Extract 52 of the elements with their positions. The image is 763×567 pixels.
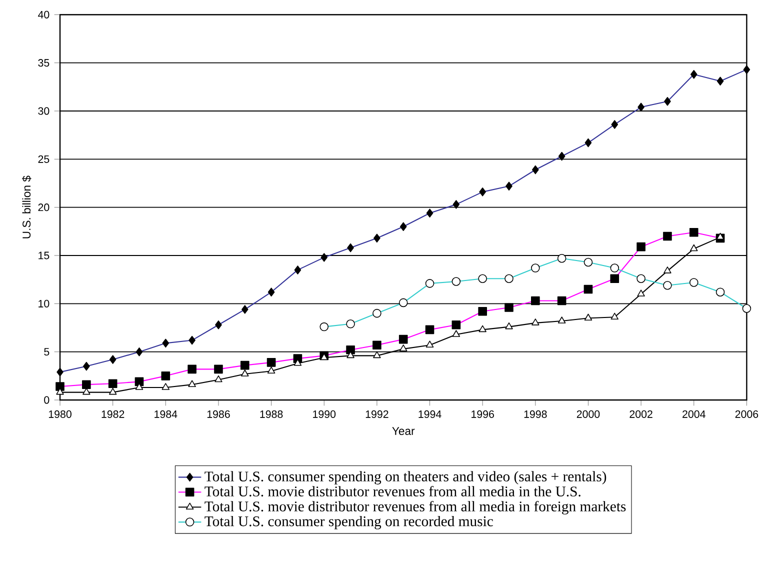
x-axis-title: Year: [392, 427, 415, 436]
point: [162, 383, 170, 390]
point: [637, 290, 645, 297]
point: [294, 359, 302, 366]
point: [505, 322, 513, 330]
legend-label: Total U.S. movie distributor revenues from all media in foreign markets: [204, 501, 626, 515]
y-tick-label: 5: [44, 348, 50, 356]
x-tick-label: 1988: [260, 410, 283, 418]
y-tick-label: 30: [38, 107, 50, 115]
point: [82, 388, 90, 395]
y-tick-label: 15: [38, 252, 50, 260]
legend-label: Total U.S. consumer spending on theaters and video (sales + rentals): [204, 471, 606, 485]
x-tick-label: 2000: [576, 410, 600, 418]
point: [558, 316, 566, 324]
x-tick-label: 1984: [154, 410, 178, 418]
point: [214, 376, 222, 382]
x-tick-label: 2004: [682, 410, 706, 418]
point: [452, 330, 460, 338]
point: [690, 244, 698, 252]
y-tick-label: 20: [38, 204, 50, 212]
legend-label: Total U.S. consumer spending on recorded music: [204, 516, 493, 530]
y-tick-label: 25: [38, 156, 50, 164]
x-tick-label: 1992: [366, 410, 388, 418]
point: [188, 380, 196, 388]
point: [478, 325, 486, 332]
point: [241, 370, 249, 377]
x-tick-label: 1994: [418, 410, 442, 418]
y-tick-label: 0: [44, 396, 50, 404]
y-axis-title: U.S. billion $: [22, 176, 32, 238]
x-tick-label: 2006: [735, 410, 758, 418]
x-tick-label: 1980: [48, 410, 72, 418]
point: [532, 318, 540, 326]
point: [373, 351, 381, 358]
x-tick-label: 1998: [524, 410, 547, 418]
y-tick-label: 35: [38, 59, 50, 67]
point: [584, 314, 592, 321]
x-tick-label: 1982: [102, 410, 124, 418]
x-tick-label: 2002: [630, 410, 652, 418]
x-tick-label: 1990: [313, 410, 336, 418]
point: [267, 366, 276, 374]
point: [610, 312, 619, 320]
y-tick-label: 10: [38, 300, 50, 308]
legend-label: Total U.S. movie distributor revenues from all media in the U.S.: [204, 486, 580, 497]
x-tick-label: 1996: [472, 410, 494, 418]
x-tick-label: 1986: [207, 410, 230, 418]
point: [426, 340, 434, 348]
point: [664, 266, 672, 274]
point: [399, 344, 408, 352]
point: [135, 383, 144, 390]
point: [108, 388, 117, 395]
point: [56, 388, 64, 395]
y-tick-label: 40: [38, 11, 50, 19]
